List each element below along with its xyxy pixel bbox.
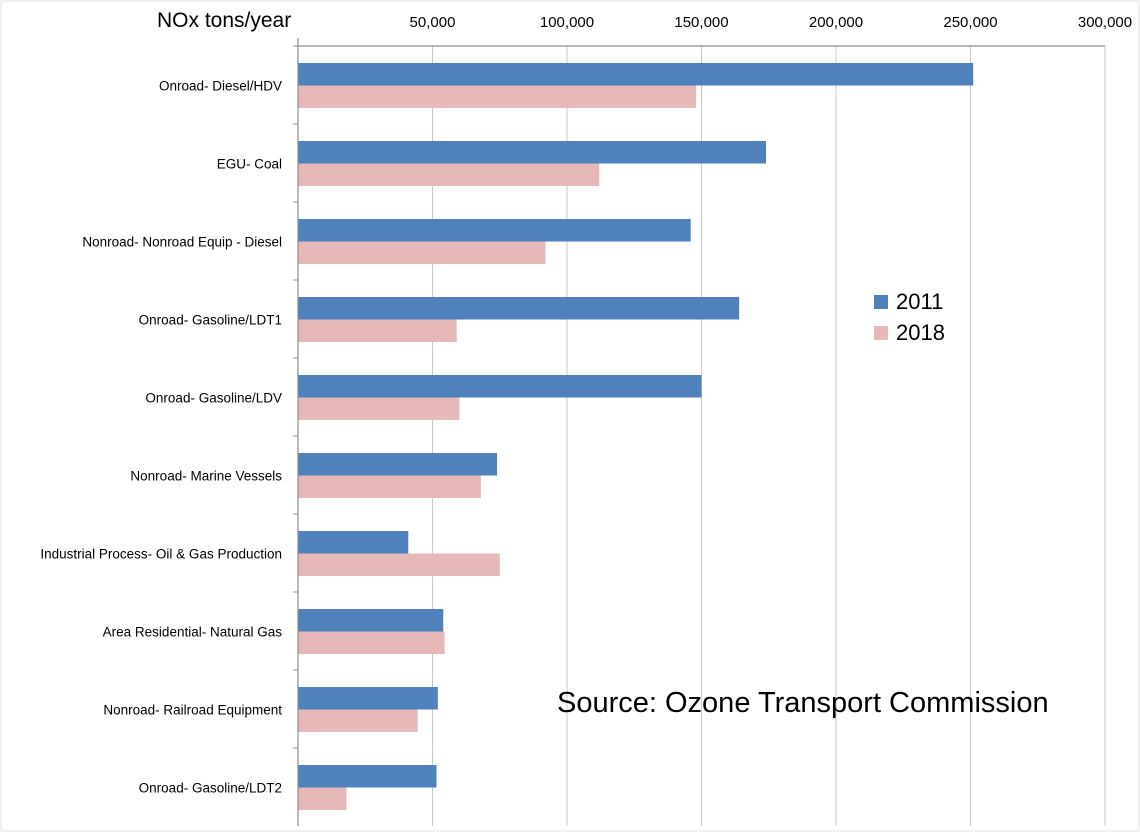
bar-2011 <box>298 141 767 164</box>
x-tick-label: 100,000 <box>540 14 594 31</box>
x-tick-label: 200,000 <box>809 14 863 31</box>
axes: 50,000 100,000 150,000 200,000 250,000 300,00… <box>40 14 1132 826</box>
bar-2018 <box>298 709 418 732</box>
legend-label-2018: 2018 <box>896 320 945 345</box>
bar-2018 <box>298 319 457 342</box>
bar-2011 <box>298 219 691 242</box>
bar-2018 <box>298 163 600 186</box>
source-annotation: Source: Ozone Transport Commission <box>557 687 1049 719</box>
category-label: Onroad- Gasoline/LDV <box>145 391 282 406</box>
bar-2018 <box>298 241 546 264</box>
x-tick-label: 150,000 <box>674 14 728 31</box>
category-label: EGU- Coal <box>217 157 282 172</box>
legend-label-2011: 2011 <box>896 289 943 314</box>
bar-2018 <box>298 787 347 810</box>
x-tick-label: 50,000 <box>410 14 456 31</box>
x-tick-label: 250,000 <box>943 14 997 31</box>
bar-2018 <box>298 553 500 576</box>
bar-2018 <box>298 85 697 108</box>
legend: 2011 2018 <box>874 289 945 345</box>
bar-2011 <box>298 609 444 632</box>
category-label: Nonroad- Marine Vessels <box>130 469 282 484</box>
category-label: Nonroad- Railroad Equipment <box>103 703 282 718</box>
bar-2011 <box>298 453 498 476</box>
x-axis-title: NOx tons/year <box>157 9 291 32</box>
x-tick-label: 300,000 <box>1078 14 1132 31</box>
bar-2018 <box>298 631 445 654</box>
bar-2018 <box>298 397 460 420</box>
bar-2018 <box>298 475 481 498</box>
bar-2011 <box>298 63 974 86</box>
bar-2011 <box>298 297 740 320</box>
legend-swatch-2018 <box>874 326 888 340</box>
bar-2011 <box>298 531 409 554</box>
category-label: Industrial Process- Oil & Gas Production <box>40 547 282 562</box>
category-label: Area Residential- Natural Gas <box>103 625 283 640</box>
category-label: Onroad- Gasoline/LDT2 <box>139 781 282 796</box>
category-label: Onroad- Gasoline/LDT1 <box>139 313 282 328</box>
bar-2011 <box>298 375 702 398</box>
category-label: Nonroad- Nonroad Equip - Diesel <box>82 235 282 250</box>
bar-2011 <box>298 687 438 710</box>
legend-swatch-2011 <box>874 295 888 309</box>
category-label: Onroad- Diesel/HDV <box>159 79 282 94</box>
bar-2011 <box>298 765 437 788</box>
bars <box>298 63 974 810</box>
